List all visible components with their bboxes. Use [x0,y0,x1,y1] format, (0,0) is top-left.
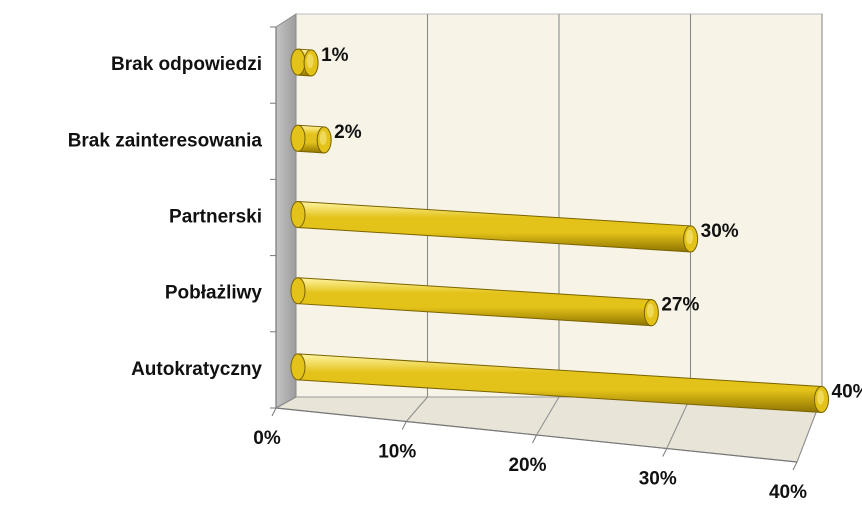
gridline-floor [536,396,560,436]
bar [290,200,699,253]
category-label: Brak zainteresowania [68,130,263,151]
bar [290,124,332,154]
bar-cap-highlight [646,303,654,318]
category-label: Partnerski [169,207,262,228]
category-label: Brak odpowiedzi [111,54,262,75]
bar-left-cap [290,48,306,76]
x-tick-mark [792,461,798,471]
x-tick-label: 40% [769,482,807,503]
bar-left-cap [290,124,306,152]
x-tick-mark [532,434,537,444]
bar [290,353,829,413]
bar-end-cap [683,225,699,253]
bar-left-cap [290,277,306,305]
x-tick-mark [662,448,668,457]
gridlines [270,14,823,471]
x-tick-label: 20% [508,455,546,476]
data-label: 1% [321,45,349,66]
x-tick-mark [271,407,277,417]
bar-cap-highlight [319,130,327,146]
bar-cap-highlight [817,390,824,405]
bar-end-cap [643,299,659,327]
bar-series [290,48,829,413]
data-label: 27% [661,295,699,316]
bar-end-cap [814,385,829,413]
data-label: 2% [334,122,362,143]
bar-end-cap [316,126,332,154]
gridline-floor [666,396,691,449]
x-tick-label: 0% [253,428,281,449]
category-label: Autokratyczny [131,359,262,380]
bar-cap-highlight [686,229,694,245]
bar-end-cap [303,49,319,77]
chart-labels: 0% 10% 20% 30% 40% 40% Autokratyczny 27% Pobłażl… [68,45,862,503]
bar-left-cap [290,353,306,381]
bar-left-cap [290,201,306,228]
x-tick-label: 30% [639,469,677,490]
gridline-floor [405,396,428,422]
bar [290,48,319,77]
gridline-floor [275,396,297,409]
bar-cap-highlight [306,53,314,69]
data-label: 30% [701,221,739,242]
category-label: Pobłażliwy [165,283,263,304]
data-label: 40% [832,381,862,402]
x-tick-label: 10% [378,442,416,463]
bar [290,277,659,327]
x-tick-mark [401,421,407,430]
